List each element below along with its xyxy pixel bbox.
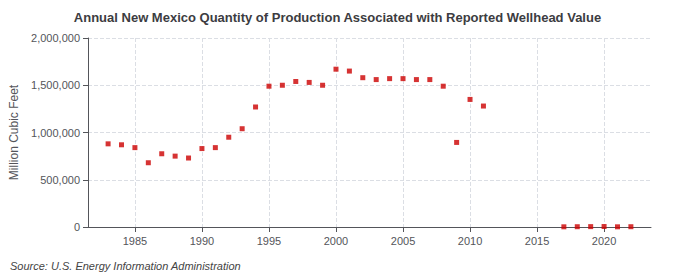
svg-text:2005: 2005 xyxy=(391,235,415,247)
svg-text:1995: 1995 xyxy=(257,235,281,247)
svg-text:Annual New Mexico Quantity of: Annual New Mexico Quantity of Production… xyxy=(74,10,601,25)
svg-text:1990: 1990 xyxy=(190,235,214,247)
svg-text:0: 0 xyxy=(74,221,80,233)
svg-text:1,500,000: 1,500,000 xyxy=(31,79,80,91)
svg-text:2010: 2010 xyxy=(458,235,482,247)
svg-text:500,000: 500,000 xyxy=(40,174,80,186)
svg-text:2000: 2000 xyxy=(324,235,348,247)
svg-text:1,000,000: 1,000,000 xyxy=(31,127,80,139)
svg-text:2,000,000: 2,000,000 xyxy=(31,32,80,44)
svg-text:2015: 2015 xyxy=(525,235,549,247)
svg-text:Source: U.S. Energy Informatio: Source: U.S. Energy Information Administ… xyxy=(10,260,241,272)
svg-text:Million Cubic Feet: Million Cubic Feet xyxy=(7,84,21,180)
svg-text:2020: 2020 xyxy=(592,235,616,247)
svg-text:1985: 1985 xyxy=(123,235,147,247)
